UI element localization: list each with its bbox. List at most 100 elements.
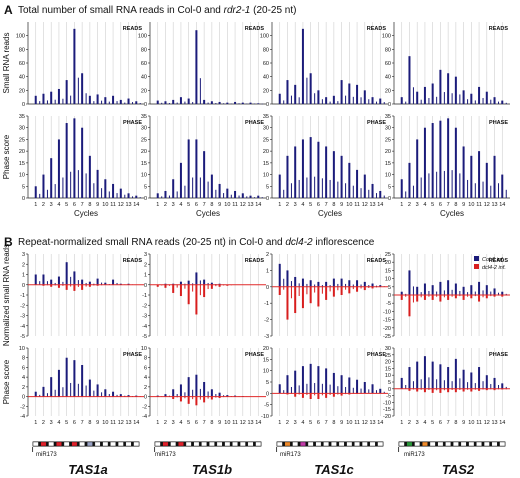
y-tick-label: 30 xyxy=(141,126,147,132)
cycle-label: 5 xyxy=(187,202,190,208)
bar-minor-col0 xyxy=(352,284,354,287)
bar-col0 xyxy=(226,102,229,104)
bar-minor-col0 xyxy=(482,381,484,389)
bar-minor-col0 xyxy=(352,387,354,394)
bar-minor-col0 xyxy=(467,99,469,104)
bar-col0 xyxy=(363,90,366,104)
bar-dcl4 xyxy=(88,284,91,287)
bar-col0 xyxy=(470,372,473,389)
bar-dcl4 xyxy=(164,284,167,288)
y-tick-label: 20 xyxy=(19,88,25,94)
bar-col0 xyxy=(363,281,366,287)
bar-col0 xyxy=(234,101,237,104)
bar-col0 xyxy=(301,28,304,104)
bar-dcl4 xyxy=(57,284,60,288)
plot-b-tas2-reads: -25 -20 -15 -10 -5 0 5 10 15 20 25 READS xyxy=(383,252,510,340)
bar-minor-col0 xyxy=(368,189,370,198)
bar-col0 xyxy=(50,377,53,397)
bar-col0 xyxy=(135,195,138,198)
bar-minor-dcl4 xyxy=(428,388,430,390)
y-tick-label: 10 xyxy=(385,173,391,179)
gene-diagram-tas2 xyxy=(398,441,506,452)
phase-box xyxy=(460,441,467,447)
bar-dcl4 xyxy=(195,396,198,406)
bar-col0 xyxy=(286,375,289,394)
bar-col0 xyxy=(96,384,99,397)
bar-minor-col0 xyxy=(124,194,126,198)
bar-dcl4 xyxy=(348,286,351,294)
bar-minor-col0 xyxy=(223,193,225,198)
bar-minor-col0 xyxy=(490,291,492,295)
bar-minor-col0 xyxy=(298,283,300,287)
bar-dcl4 xyxy=(363,286,366,291)
bar-col0 xyxy=(340,155,343,198)
bar-minor-col0 xyxy=(467,292,469,295)
metric-label: PHASE xyxy=(367,120,386,126)
bar-minor-col0 xyxy=(474,383,476,389)
bar-col0 xyxy=(317,90,320,104)
bar-col0 xyxy=(294,276,297,287)
cycle-label: 11 xyxy=(354,420,360,426)
bar-col0 xyxy=(301,278,304,287)
bar-col0 xyxy=(371,283,374,287)
bar-minor-col0 xyxy=(337,101,339,104)
bar-minor-col0 xyxy=(482,290,484,295)
bar-col0 xyxy=(156,100,159,104)
bar-minor-col0 xyxy=(383,102,385,104)
bar-col0 xyxy=(104,282,107,285)
y-tick-label: -4 xyxy=(20,414,25,420)
bar-dcl4 xyxy=(423,295,426,300)
cycle-label: 11 xyxy=(476,202,482,208)
phase-box xyxy=(476,441,482,447)
bar-minor-col0 xyxy=(467,179,469,198)
bar-col0 xyxy=(462,369,465,389)
bar-col0 xyxy=(172,389,175,397)
metric-label: READS xyxy=(245,258,265,264)
gene-diagram-tas1a xyxy=(32,441,140,452)
phase-box xyxy=(239,441,246,447)
bar-minor-col0 xyxy=(459,290,461,295)
cycle-label: 3 xyxy=(172,420,175,426)
bar-col0 xyxy=(348,280,351,287)
bar-minor-col0 xyxy=(246,103,248,105)
bar-dcl4 xyxy=(218,396,221,399)
cycle-label: 12 xyxy=(240,420,246,426)
phase-box xyxy=(102,441,109,447)
phase-box xyxy=(398,441,405,447)
bar-col0 xyxy=(249,195,252,198)
bar-col0 xyxy=(210,282,213,285)
bar-dcl4 xyxy=(447,388,450,393)
bar-col0 xyxy=(485,91,488,104)
bar-col0 xyxy=(50,158,53,198)
bar-col0 xyxy=(301,366,304,394)
bar-col0 xyxy=(325,146,328,198)
bar-dcl4 xyxy=(179,396,182,402)
cycle-label: 8 xyxy=(88,420,91,426)
cycle-label: 13 xyxy=(491,202,497,208)
cycle-label: 10 xyxy=(102,202,108,208)
phase-box xyxy=(491,441,498,447)
cycle-label: 9 xyxy=(96,202,99,208)
bar-minor-col0 xyxy=(246,196,248,198)
legend-label-dcl4: dcl4-2 inf. xyxy=(482,265,506,271)
bar-col0 xyxy=(88,95,91,104)
bar-col0 xyxy=(309,280,312,287)
bar-col0 xyxy=(57,369,60,397)
bar-col0 xyxy=(447,367,450,389)
bar-dcl4 xyxy=(447,295,450,300)
bar-col0 xyxy=(164,283,167,285)
y-tick-label: -15 xyxy=(383,318,391,324)
phase-box xyxy=(445,441,452,447)
bar-minor-col0 xyxy=(54,282,56,285)
bar-dcl4 xyxy=(195,284,198,315)
y-tick-label: 0 xyxy=(144,283,147,289)
y-tick-label: 3 xyxy=(22,252,25,258)
bar-minor-dcl4 xyxy=(62,284,64,286)
phase-box xyxy=(208,441,215,447)
y-tick-label: 1 xyxy=(22,273,25,279)
phase-box xyxy=(185,441,192,447)
bar-col0 xyxy=(309,363,312,394)
cycle-label: 7 xyxy=(325,202,328,208)
bar-minor-col0 xyxy=(420,99,422,104)
bar-minor-col0 xyxy=(321,383,323,394)
